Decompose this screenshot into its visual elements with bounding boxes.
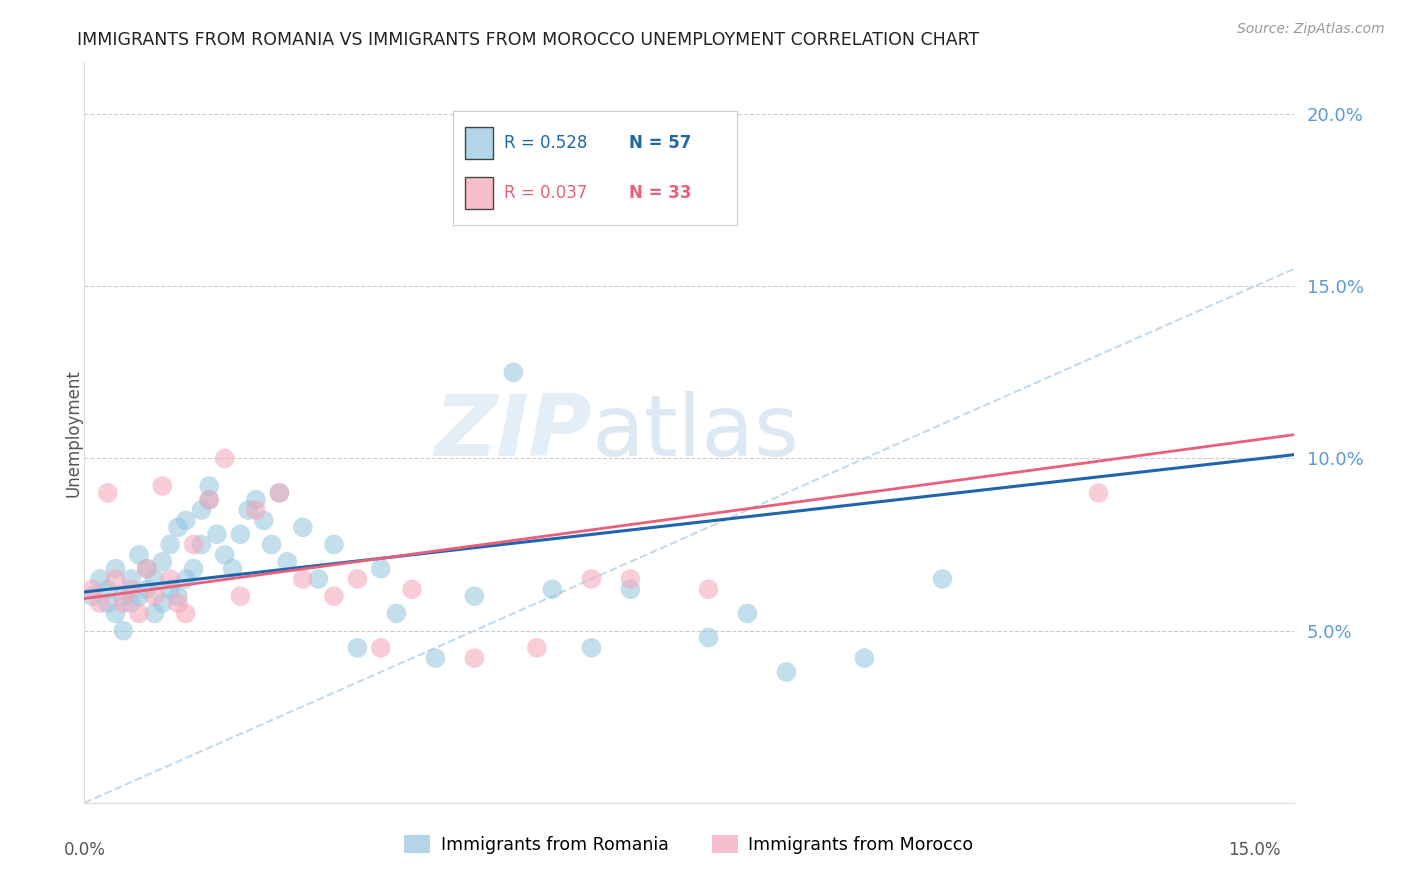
Point xyxy=(853,651,876,665)
Point xyxy=(370,561,392,575)
Point xyxy=(697,631,720,645)
Point xyxy=(97,582,120,597)
Point xyxy=(174,607,197,621)
Point xyxy=(190,537,212,551)
Point xyxy=(276,555,298,569)
Point xyxy=(143,572,166,586)
Point xyxy=(260,537,283,551)
Point xyxy=(619,572,641,586)
Point xyxy=(135,582,157,597)
Point xyxy=(323,589,346,603)
Point xyxy=(159,572,181,586)
Point xyxy=(697,582,720,597)
Point xyxy=(502,365,524,379)
Point xyxy=(97,486,120,500)
Point xyxy=(120,596,142,610)
Point xyxy=(323,537,346,551)
Point xyxy=(214,451,236,466)
Point xyxy=(89,596,111,610)
Point xyxy=(581,640,603,655)
Point xyxy=(104,561,127,575)
Text: Source: ZipAtlas.com: Source: ZipAtlas.com xyxy=(1237,22,1385,37)
Point xyxy=(581,572,603,586)
Point xyxy=(198,492,221,507)
Point xyxy=(89,572,111,586)
Point xyxy=(120,582,142,597)
Point xyxy=(143,607,166,621)
Point xyxy=(112,589,135,603)
Point xyxy=(221,561,243,575)
Point xyxy=(291,572,314,586)
Point xyxy=(97,596,120,610)
Point xyxy=(205,527,228,541)
Point xyxy=(198,492,221,507)
Legend: Immigrants from Romania, Immigrants from Morocco: Immigrants from Romania, Immigrants from… xyxy=(398,828,980,861)
Point xyxy=(150,596,173,610)
Point xyxy=(143,589,166,603)
Point xyxy=(104,607,127,621)
Point xyxy=(198,479,221,493)
Point xyxy=(82,582,104,597)
Point xyxy=(425,651,447,665)
Point xyxy=(370,640,392,655)
Point xyxy=(931,572,953,586)
Point xyxy=(159,582,181,597)
Point xyxy=(245,492,267,507)
Point xyxy=(463,651,485,665)
Point xyxy=(120,572,142,586)
Point xyxy=(174,572,197,586)
Point xyxy=(269,486,291,500)
Point xyxy=(159,537,181,551)
Point xyxy=(82,589,104,603)
Point xyxy=(150,555,173,569)
Point xyxy=(463,589,485,603)
Point xyxy=(167,589,190,603)
Point xyxy=(346,640,368,655)
Point xyxy=(150,479,173,493)
Point xyxy=(229,589,252,603)
Point xyxy=(183,537,205,551)
Point xyxy=(128,548,150,562)
Point xyxy=(167,520,190,534)
Point xyxy=(1087,486,1109,500)
Point xyxy=(229,527,252,541)
Point xyxy=(190,503,212,517)
Point xyxy=(385,607,408,621)
Text: 15.0%: 15.0% xyxy=(1229,840,1281,859)
Text: IMMIGRANTS FROM ROMANIA VS IMMIGRANTS FROM MOROCCO UNEMPLOYMENT CORRELATION CHAR: IMMIGRANTS FROM ROMANIA VS IMMIGRANTS FR… xyxy=(77,31,980,49)
Text: atlas: atlas xyxy=(592,391,800,475)
Point xyxy=(245,503,267,517)
Point xyxy=(307,572,329,586)
Point xyxy=(775,665,797,679)
Point xyxy=(346,572,368,586)
Point xyxy=(541,582,564,597)
Point xyxy=(128,589,150,603)
Point xyxy=(135,561,157,575)
Point xyxy=(183,561,205,575)
Point xyxy=(269,486,291,500)
Point xyxy=(104,572,127,586)
Point xyxy=(253,513,276,527)
Point xyxy=(167,596,190,610)
Point xyxy=(737,607,759,621)
Point xyxy=(619,582,641,597)
Point xyxy=(401,582,423,597)
Point xyxy=(112,596,135,610)
Point xyxy=(291,520,314,534)
Point xyxy=(238,503,260,517)
Text: ZIP: ZIP xyxy=(434,391,592,475)
Point xyxy=(112,624,135,638)
Point xyxy=(135,561,157,575)
Y-axis label: Unemployment: Unemployment xyxy=(65,368,82,497)
Point xyxy=(174,513,197,527)
Point xyxy=(526,640,548,655)
Text: 0.0%: 0.0% xyxy=(63,840,105,859)
Point xyxy=(128,607,150,621)
Point xyxy=(214,548,236,562)
